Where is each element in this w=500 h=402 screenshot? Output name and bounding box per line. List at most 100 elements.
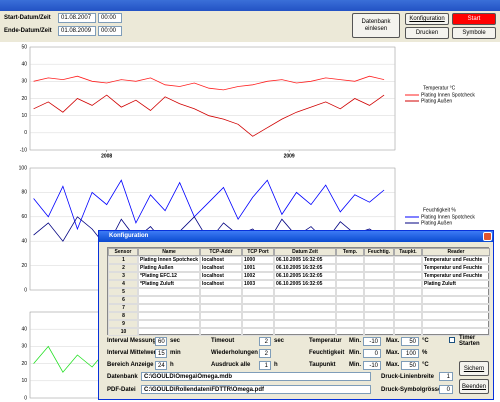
table-cell[interactable]: Temperatur und Feuchte xyxy=(422,272,490,280)
table-cell[interactable] xyxy=(138,296,200,304)
table-cell[interactable]: *Plating EFC.12 xyxy=(138,272,200,280)
table-cell[interactable] xyxy=(364,320,394,328)
button[interactable]: Sichern xyxy=(459,361,489,376)
table-cell[interactable] xyxy=(336,296,364,304)
table-cell[interactable] xyxy=(394,320,422,328)
button[interactable]: Drucken xyxy=(405,27,449,39)
table-cell[interactable] xyxy=(242,304,274,312)
table-cell[interactable] xyxy=(394,256,422,264)
table-cell[interactable] xyxy=(336,272,364,280)
table-cell[interactable] xyxy=(242,296,274,304)
field-input[interactable]: 2 xyxy=(259,349,271,358)
path-input[interactable]: C:\GOULD\Omega\Omega.mdb xyxy=(141,372,371,381)
field-input[interactable]: 2 xyxy=(259,337,271,346)
button[interactable]: Symbole xyxy=(452,27,496,39)
min-input[interactable]: -10 xyxy=(363,361,381,370)
table-cell[interactable] xyxy=(336,264,364,272)
number-input[interactable]: 1 xyxy=(439,372,453,381)
table-cell[interactable] xyxy=(422,288,490,296)
table-cell[interactable]: 1001 xyxy=(242,264,274,272)
button[interactable]: Start xyxy=(452,13,496,25)
table-cell[interactable]: Temperatur und Feuchte xyxy=(422,264,490,272)
date-input[interactable]: 01.08.2009 xyxy=(58,26,96,36)
table-cell[interactable] xyxy=(274,320,336,328)
table-cell[interactable]: 06.10.2005 16:32:05 xyxy=(274,272,336,280)
button[interactable]: Datenbank einlesen xyxy=(352,13,400,38)
button[interactable]: Konfiguration xyxy=(405,13,449,25)
table-cell[interactable] xyxy=(242,312,274,320)
table-cell[interactable] xyxy=(364,288,394,296)
table-cell[interactable]: Plating Außen xyxy=(138,264,200,272)
max-input[interactable]: 100 xyxy=(401,349,419,358)
table-cell[interactable] xyxy=(138,288,200,296)
max-input[interactable]: 50 xyxy=(401,337,419,346)
table-cell[interactable] xyxy=(364,312,394,320)
table-cell[interactable] xyxy=(336,312,364,320)
table-cell[interactable] xyxy=(422,328,490,336)
max-input[interactable]: 50 xyxy=(401,361,419,370)
table-cell[interactable]: 06.10.2005 16:32:05 xyxy=(274,264,336,272)
table-cell[interactable] xyxy=(422,304,490,312)
table-cell[interactable] xyxy=(364,280,394,288)
table-cell[interactable] xyxy=(394,296,422,304)
table-cell[interactable] xyxy=(394,280,422,288)
table-cell[interactable] xyxy=(274,288,336,296)
min-input[interactable]: 0 xyxy=(363,349,381,358)
table-cell[interactable]: localhost xyxy=(200,264,242,272)
table-cell[interactable] xyxy=(394,272,422,280)
time-input[interactable]: 00:00 xyxy=(98,26,122,36)
table-cell[interactable] xyxy=(242,288,274,296)
table-cell[interactable]: Plating Innen Spotcheck xyxy=(138,256,200,264)
table-cell[interactable] xyxy=(394,304,422,312)
table-cell[interactable] xyxy=(422,312,490,320)
table-cell[interactable] xyxy=(336,304,364,312)
table-cell[interactable] xyxy=(394,328,422,336)
table-cell[interactable]: 1003 xyxy=(242,280,274,288)
time-input[interactable]: 00:00 xyxy=(98,13,122,23)
table-cell[interactable] xyxy=(200,304,242,312)
table-cell[interactable] xyxy=(138,304,200,312)
field-input[interactable]: 15 xyxy=(155,349,167,358)
table-cell[interactable] xyxy=(422,320,490,328)
table-cell[interactable] xyxy=(200,320,242,328)
table-cell[interactable] xyxy=(274,304,336,312)
table-cell[interactable]: localhost xyxy=(200,272,242,280)
min-input[interactable]: -10 xyxy=(363,337,381,346)
table-cell[interactable]: 06.10.2005 16:32:05 xyxy=(274,280,336,288)
checkbox[interactable] xyxy=(449,337,455,343)
table-cell[interactable] xyxy=(138,320,200,328)
number-input[interactable]: 0 xyxy=(439,385,453,394)
table-cell[interactable] xyxy=(274,312,336,320)
table-cell[interactable] xyxy=(242,328,274,336)
date-input[interactable]: 01.08.2007 xyxy=(58,13,96,23)
table-cell[interactable]: localhost xyxy=(200,256,242,264)
table-cell[interactable]: 1002 xyxy=(242,272,274,280)
table-cell[interactable] xyxy=(364,304,394,312)
table-cell[interactable] xyxy=(364,256,394,264)
table-cell[interactable]: 06.10.2005 16:32:05 xyxy=(274,256,336,264)
table-cell[interactable] xyxy=(364,264,394,272)
table-cell[interactable] xyxy=(422,296,490,304)
table-cell[interactable] xyxy=(394,288,422,296)
table-cell[interactable]: *Plating Zuluft xyxy=(138,280,200,288)
table-cell[interactable] xyxy=(242,320,274,328)
table-cell[interactable] xyxy=(364,328,394,336)
close-button[interactable] xyxy=(483,232,492,241)
field-input[interactable]: 24 xyxy=(155,361,167,370)
table-cell[interactable] xyxy=(394,312,422,320)
field-input[interactable]: 60 xyxy=(155,337,167,346)
table-cell[interactable] xyxy=(364,272,394,280)
table-cell[interactable] xyxy=(138,312,200,320)
field-input[interactable]: 1 xyxy=(259,361,271,370)
table-cell[interactable] xyxy=(336,328,364,336)
table-cell[interactable] xyxy=(364,296,394,304)
table-cell[interactable]: 1000 xyxy=(242,256,274,264)
table-cell[interactable] xyxy=(274,328,336,336)
table-cell[interactable]: Temperatur und Feuchte xyxy=(422,256,490,264)
table-cell[interactable]: localhost xyxy=(200,280,242,288)
table-cell[interactable] xyxy=(200,296,242,304)
table-cell[interactable] xyxy=(200,328,242,336)
table-cell[interactable] xyxy=(336,280,364,288)
table-cell[interactable]: Plating Zuluft xyxy=(422,280,490,288)
table-cell[interactable] xyxy=(200,312,242,320)
